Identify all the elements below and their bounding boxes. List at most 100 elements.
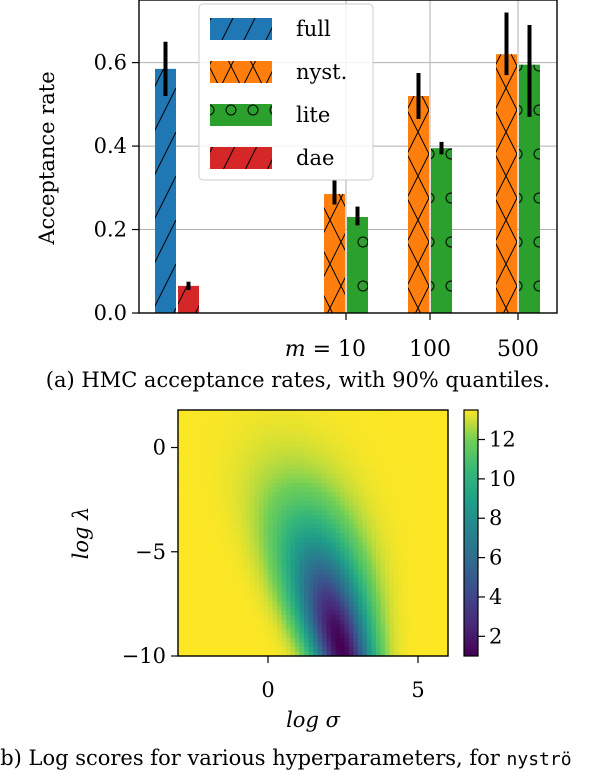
heatmap-cell (394, 460, 400, 466)
heatmap-cell (272, 501, 278, 507)
heatmap-cell (232, 492, 238, 498)
heatmap-cell (443, 523, 449, 530)
heatmap-cell (254, 605, 260, 612)
heatmap-cell (223, 460, 229, 466)
heatmap-cell (344, 496, 350, 502)
heatmap-cell (286, 460, 292, 466)
heatmap-cell (322, 473, 328, 479)
heatmap-cell (313, 533, 319, 539)
heatmap-cell (178, 455, 184, 461)
heatmap-cell (385, 464, 391, 470)
heatmap-cell (403, 601, 409, 607)
heatmap-cell (322, 446, 328, 452)
heatmap-cell (187, 464, 193, 470)
heatmap-cell (385, 423, 391, 429)
heatmap-cell (232, 423, 238, 429)
heatmap-cell (187, 533, 193, 539)
heatmap-cell (295, 555, 301, 561)
heatmap-cell (394, 583, 400, 589)
heatmap-cell (367, 574, 373, 580)
heatmap-cell (416, 455, 422, 461)
heatmap-cell (178, 428, 184, 434)
heatmap-cell (232, 601, 238, 607)
heatmap-cell (322, 423, 328, 429)
heatmap-cell (367, 560, 373, 566)
heatmap-cell (245, 487, 251, 493)
heatmap-cell (182, 441, 188, 448)
heatmap-cell (227, 642, 233, 648)
heatmap-cell (277, 646, 283, 653)
heatmap-cell (304, 487, 310, 493)
heatmap-cell (353, 446, 359, 452)
heatmap-cell (182, 496, 188, 502)
heatmap-cell (371, 578, 377, 584)
heatmap-cell (200, 419, 206, 425)
heatmap-cell (376, 560, 382, 566)
heatmap-cell (398, 487, 404, 493)
heatmap-cell (205, 414, 211, 420)
heatmap-cell (371, 441, 377, 448)
heatmap-cell (232, 560, 238, 566)
heatmap-cell (272, 423, 278, 429)
heatmap-cell (182, 592, 188, 598)
heatmap-cell (349, 523, 355, 530)
heatmap-cell (394, 496, 400, 502)
heatmap-cell (412, 587, 418, 593)
heatmap-cell (178, 460, 184, 466)
heatmap-cell (439, 496, 445, 502)
heatmap-cell (416, 501, 422, 507)
heatmap-cell (295, 651, 301, 657)
heatmap-cell (340, 473, 346, 479)
heatmap-cell (434, 478, 440, 484)
heatmap-cell (425, 628, 431, 634)
heatmap-cell (349, 487, 355, 493)
heatmap-cell (349, 537, 355, 543)
heatmap-cell (389, 446, 395, 452)
heatmap-cell (295, 414, 301, 420)
heatmap-cell (223, 578, 229, 584)
heatmap-cell (268, 646, 274, 653)
heatmap-cell (200, 551, 206, 557)
heatmap-cell (317, 432, 323, 438)
heatmap-cell (241, 451, 247, 457)
heatmap-cell (200, 519, 206, 525)
heatmap-cell (313, 651, 319, 657)
legend-swatch-hatch (210, 147, 272, 169)
heatmap-cell (344, 601, 350, 607)
heatmap-cell (182, 564, 188, 571)
bar-hatch (155, 68, 176, 313)
heatmap-cell (421, 596, 427, 602)
heatmap-cell (434, 501, 440, 507)
heatmap-cell (286, 555, 292, 561)
heatmap-cell (317, 505, 323, 511)
heatmap-cell (398, 501, 404, 507)
heatmap-cell (362, 419, 368, 425)
heatmap-cell (331, 546, 337, 552)
heatmap-cell (245, 542, 251, 548)
heatmap-cell (214, 574, 220, 580)
heatmap-cell (245, 473, 251, 479)
heatmap-cell (196, 410, 202, 416)
heatmap-cell (205, 428, 211, 434)
heatmap-cell (232, 564, 238, 571)
heatmap-cell (335, 419, 341, 425)
heatmap-cell (443, 505, 449, 511)
heatmap-cell (254, 428, 260, 434)
heatmap-cell (182, 473, 188, 479)
heatmap-cell (340, 646, 346, 653)
heatmap-cell (214, 428, 220, 434)
heatmap-cell (389, 610, 395, 616)
heatmap-cell (376, 496, 382, 502)
heatmap-cell (322, 523, 328, 530)
heatmap-cell (425, 451, 431, 457)
heatmap-cell (214, 423, 220, 429)
heatmap-cell (295, 487, 301, 493)
heatmap-cell (380, 523, 386, 530)
heatmap-cell (403, 460, 409, 466)
heatmap-cell (376, 642, 382, 648)
heatmap-cell (344, 510, 350, 516)
heatmap-cell (263, 514, 269, 520)
heatmap-cell (196, 523, 202, 530)
heatmap-cell (385, 637, 391, 643)
heatmap-cell (335, 642, 341, 648)
